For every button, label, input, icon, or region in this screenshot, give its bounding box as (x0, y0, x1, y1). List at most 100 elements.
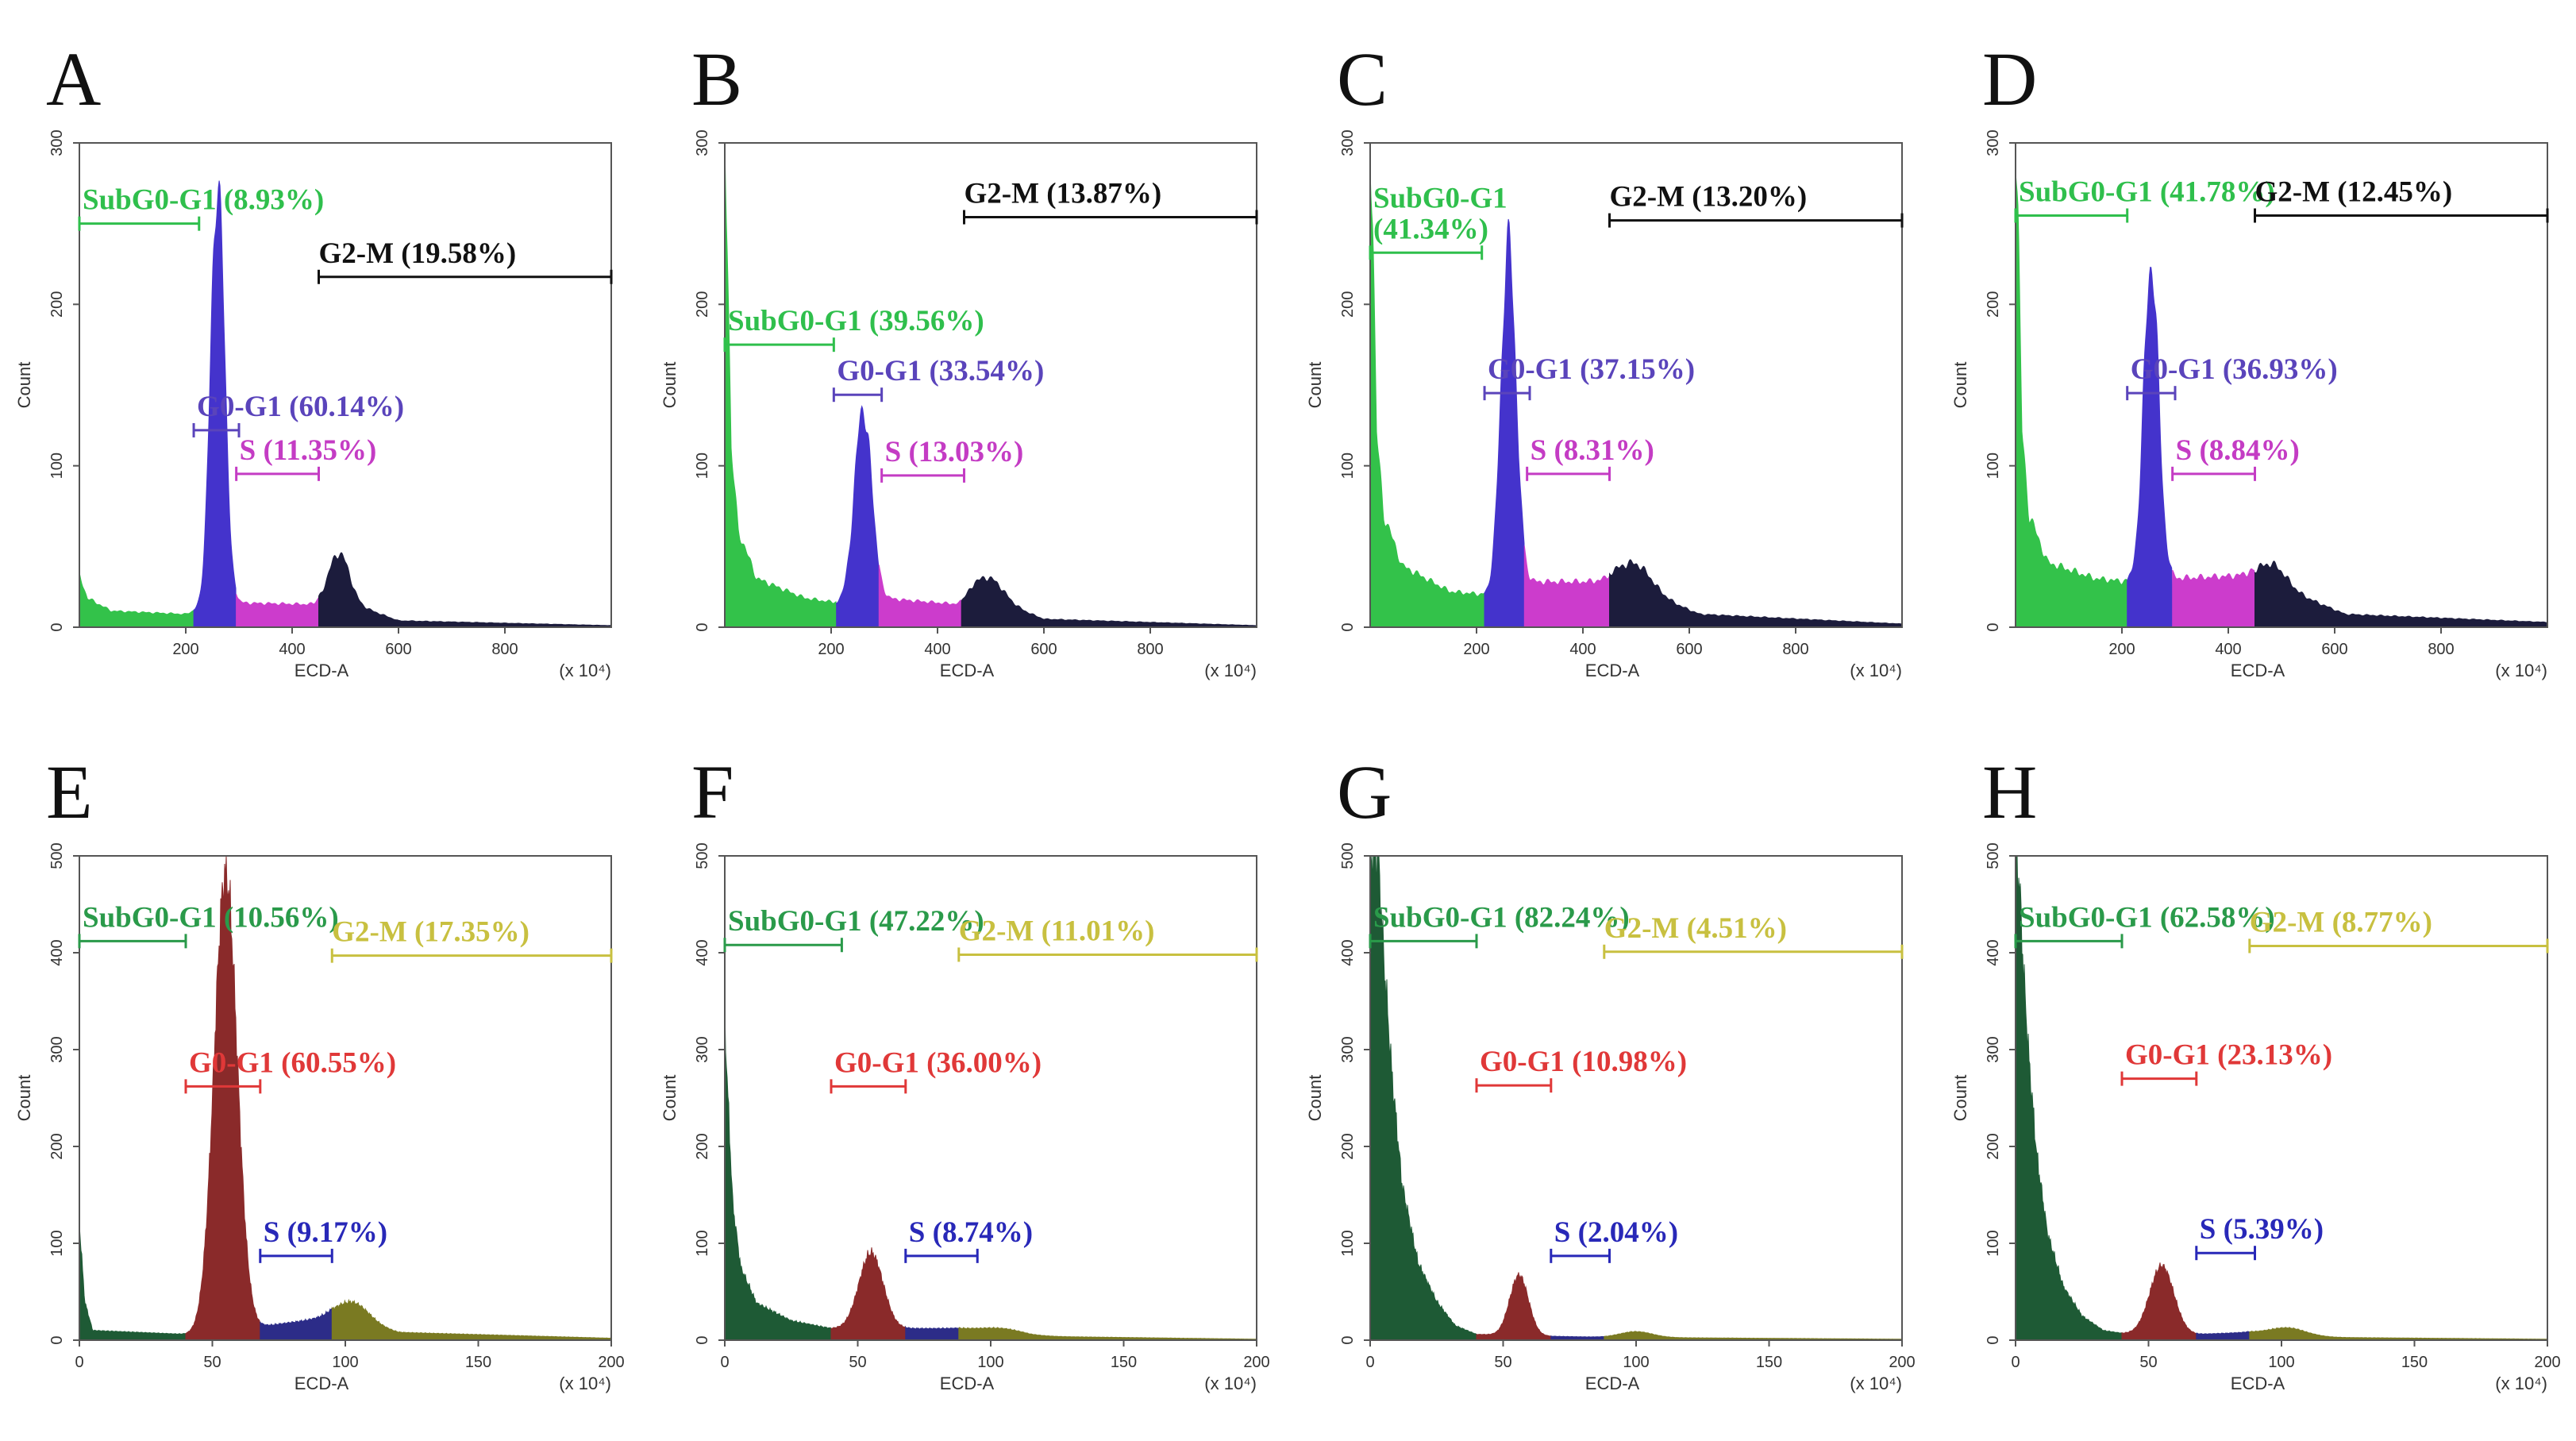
gate-s-label: S (8.74%) (909, 1216, 1033, 1249)
y-tick-label: 500 (48, 842, 66, 869)
panel-e: E 0 50 100 150 200 0 100 200 300 400 500 ECD-A Count (… (14, 749, 625, 1393)
x-tick-label: 800 (491, 641, 518, 658)
x-tick-label: 400 (2215, 641, 2241, 658)
gate-sub-label: SubG0-G1 (41.78%) (2019, 176, 2275, 209)
x-tick-label: 200 (2534, 1354, 2560, 1371)
gate-s-label: S (13.03%) (885, 436, 1024, 468)
gate-g1-label: G0-G1 (10.98%) (1480, 1046, 1687, 1078)
histogram-g2m-area (318, 552, 612, 628)
histogram-g2m-area (1604, 1330, 1903, 1341)
gate-g2m-label: G2-M (8.77%) (2250, 906, 2432, 938)
x-tick-label: 200 (2108, 641, 2135, 658)
panel-label: F (691, 749, 734, 834)
y-tick-label: 0 (694, 1335, 711, 1344)
histogram-sub-area (724, 144, 837, 628)
y-axis-label: Count (1305, 1075, 1325, 1122)
y-axis-label: Count (14, 1075, 34, 1122)
gate-g1-label: G0-G1 (33.54%) (837, 355, 1044, 387)
histogram-g2m-area (961, 576, 1257, 628)
y-tick-label: 300 (1985, 1036, 2002, 1062)
x-scale-note: (x 10⁴) (559, 661, 611, 680)
histogram-g1-area (185, 855, 261, 1341)
x-tick-label: 100 (1623, 1354, 1649, 1371)
x-tick-label: 50 (203, 1354, 221, 1371)
gate-sub-label: SubG0-G1 (82.24%) (1373, 901, 1630, 934)
x-scale-note: (x 10⁴) (2495, 661, 2547, 680)
plot-frame (1369, 142, 1903, 628)
y-tick-label: 200 (48, 1133, 66, 1159)
y-tick-label: 400 (1985, 939, 2002, 965)
y-tick-label: 100 (1985, 1230, 2002, 1256)
y-axis-label: Count (660, 1075, 680, 1122)
y-tick-label: 400 (1339, 939, 1357, 965)
y-tick-label: 100 (1339, 453, 1357, 479)
histogram-sub-area (1369, 855, 1477, 1341)
histogram-s-area (236, 594, 320, 628)
gate-g1-label: G0-G1 (36.00%) (834, 1046, 1042, 1079)
histogram-g1-area (836, 405, 880, 628)
y-tick-label: 0 (48, 622, 66, 631)
y-tick-label: 500 (694, 842, 711, 869)
x-axis-label: ECD-A (1585, 1374, 1640, 1393)
plot-frame (79, 142, 612, 628)
x-axis-label: ECD-A (295, 661, 349, 680)
y-axis-label: Count (1305, 362, 1325, 409)
x-tick-label: 0 (720, 1354, 729, 1371)
histogram-s-area (260, 1308, 333, 1341)
gate-s-label: S (8.31%) (1531, 434, 1654, 467)
y-tick-label: 500 (1985, 842, 2002, 869)
x-tick-label: 100 (332, 1354, 358, 1371)
x-tick-label: 200 (1243, 1354, 1269, 1371)
gate-s-label: S (9.17%) (264, 1216, 387, 1249)
histogram-sub-area (2015, 855, 2123, 1341)
gate-s-label: S (5.39%) (2200, 1213, 2324, 1246)
y-tick-label: 200 (694, 1133, 711, 1159)
x-tick-label: 400 (279, 641, 305, 658)
histogram-g1-area (2121, 1262, 2197, 1341)
y-tick-label: 300 (1339, 129, 1357, 156)
x-tick-label: 50 (1494, 1354, 1511, 1371)
histogram-g2m-area (2249, 1327, 2548, 1341)
y-tick-label: 200 (1339, 291, 1357, 318)
histogram-s-area (2172, 568, 2256, 628)
y-tick-label: 0 (1339, 622, 1357, 631)
histogram-g2m-area (2254, 561, 2548, 628)
x-tick-label: 50 (849, 1354, 866, 1371)
gate-g2m-label: G2-M (12.45%) (2255, 176, 2453, 209)
y-tick-label: 400 (48, 939, 66, 965)
gate-s-label: S (2.04%) (1554, 1216, 1678, 1249)
x-axis-label: ECD-A (940, 661, 995, 680)
x-tick-label: 150 (2401, 1354, 2428, 1371)
y-tick-label: 200 (1985, 1133, 2002, 1159)
gate-sub-label: SubG0-G1 (10.56%) (83, 901, 339, 934)
gate-g2m-label: G2-M (13.20%) (1610, 181, 1808, 214)
y-axis-label: Count (14, 362, 34, 409)
gate-g2m-label: G2-M (4.51%) (1604, 912, 1787, 945)
histogram-g1-area (1476, 1272, 1552, 1341)
y-tick-label: 100 (694, 1230, 711, 1256)
gate-sub-label: SubG0-G1 (62.58%) (2019, 901, 2275, 934)
y-tick-label: 200 (1339, 1133, 1357, 1159)
x-scale-note: (x 10⁴) (1850, 661, 1902, 680)
gate-sub-label: SubG0-G1 (1373, 182, 1507, 214)
y-tick-label: 0 (1985, 622, 2002, 631)
histogram-sub-area (79, 1224, 187, 1341)
panel-c: C 200 400 600 800 0 100 200 300 ECD-A Count (x 10⁴)… (1305, 37, 1904, 680)
panel-label: G (1337, 749, 1392, 834)
x-tick-label: 800 (2428, 641, 2454, 658)
gate-sub-label: SubG0-G1 (8.93%) (83, 184, 324, 217)
gate-sub-label: (41.34%) (1373, 213, 1488, 245)
histogram-g1-area (830, 1247, 907, 1341)
y-axis-label: Count (1950, 1075, 1970, 1122)
x-tick-label: 100 (977, 1354, 1003, 1371)
histogram-s-area (878, 564, 962, 628)
y-tick-label: 200 (1985, 291, 2002, 318)
panel-b: B 200 400 600 800 0 100 200 300 ECD-A Count (x 10⁴)… (660, 37, 1258, 680)
gate-g2m-label: G2-M (11.01%) (959, 915, 1155, 947)
panel-label: A (46, 37, 101, 121)
x-tick-label: 200 (818, 641, 844, 658)
x-tick-label: 600 (1030, 641, 1057, 658)
gate-g1-label: G0-G1 (60.14%) (197, 391, 404, 423)
x-tick-label: 200 (1889, 1354, 1915, 1371)
panel-f: F 0 50 100 150 200 0 100 200 300 400 500 ECD-A Count (… (660, 749, 1270, 1393)
